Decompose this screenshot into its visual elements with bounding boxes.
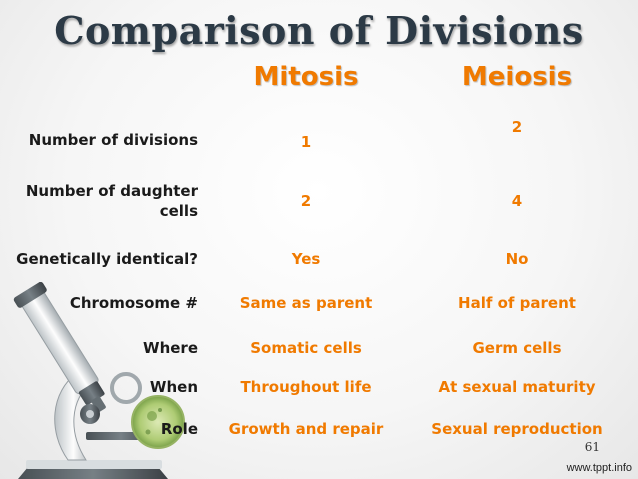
- column-header-meiosis: Meiosis: [461, 62, 573, 92]
- page-title: Comparison of Divisions: [54, 8, 584, 53]
- mitosis-value: Growth and repair: [228, 420, 384, 438]
- meiosis-value: No: [505, 250, 529, 268]
- mitosis-value: Throughout life: [240, 378, 372, 396]
- column-header-mitosis: Mitosis: [253, 62, 359, 92]
- slide-number: 61: [584, 440, 600, 454]
- meiosis-value: Sexual reproduction: [431, 420, 603, 438]
- meiosis-value: Germ cells: [472, 339, 562, 357]
- row-label: Chromosome #: [69, 294, 198, 312]
- mitosis-value: Yes: [291, 250, 321, 268]
- row-label: When: [149, 378, 198, 396]
- watermark: www.tppt.info: [566, 462, 632, 474]
- meiosis-value: At sexual maturity: [438, 378, 596, 396]
- microscope-icon: [13, 282, 185, 479]
- meiosis-value: Half of parent: [458, 294, 576, 312]
- row-label: Number of divisions: [28, 131, 198, 149]
- mitosis-value: 2: [300, 192, 312, 210]
- mitosis-value: Somatic cells: [250, 339, 362, 357]
- meiosis-value: 4: [511, 192, 523, 210]
- row-label: Where: [143, 339, 198, 357]
- mitosis-value: Same as parent: [239, 294, 373, 312]
- mitosis-value: 1: [300, 133, 312, 151]
- row-label: Genetically identical?: [16, 250, 198, 268]
- meiosis-value: 2: [511, 118, 523, 136]
- row-label: Number of daughter cells: [25, 182, 198, 220]
- row-label: Role: [160, 420, 198, 438]
